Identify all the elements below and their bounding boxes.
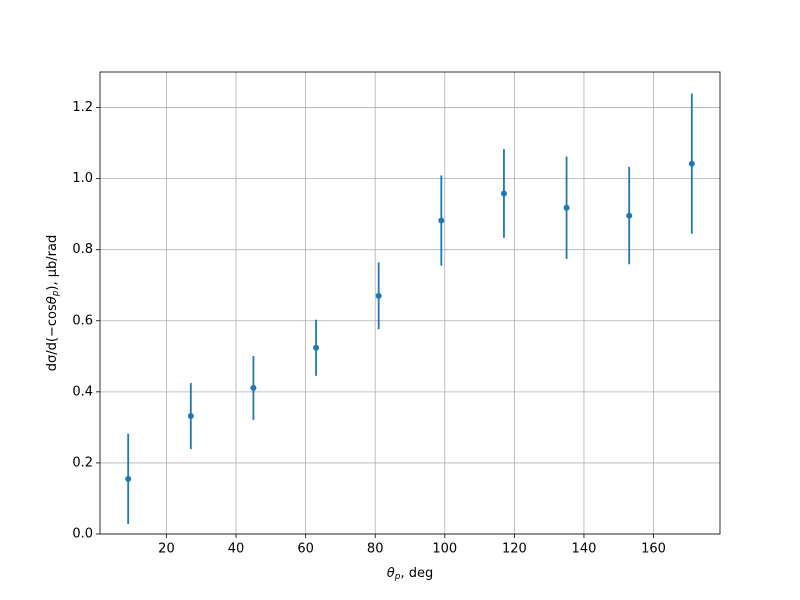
x-tick-label: 40 xyxy=(228,542,245,557)
y-label-symbol: θ xyxy=(45,296,60,304)
y-tick-label: 1.2 xyxy=(72,100,93,115)
y-label-subscript: p xyxy=(51,290,61,297)
data-point xyxy=(626,212,633,219)
data-point xyxy=(250,384,257,391)
x-axis-label: θp, deg xyxy=(387,566,433,582)
y-label-prefix: dσ/d(−cos xyxy=(45,304,60,371)
y-tick-label: 0.8 xyxy=(72,242,93,257)
data-point xyxy=(187,413,194,420)
y-tick-label: 0.2 xyxy=(72,455,93,470)
x-label-symbol: θ xyxy=(387,566,395,581)
y-tick-label: 0.4 xyxy=(72,384,93,399)
x-tick-label: 20 xyxy=(158,542,175,557)
x-label-subscript: p xyxy=(394,572,401,582)
data-point xyxy=(500,190,507,197)
plot-frame xyxy=(99,71,721,535)
data-point xyxy=(438,217,445,224)
x-label-text: , deg xyxy=(400,566,433,581)
x-tick-label: 160 xyxy=(641,542,666,557)
y-tick-label: 1.0 xyxy=(72,171,93,186)
x-tick-label: 120 xyxy=(502,542,527,557)
y-label-text: ), μb/rad xyxy=(45,235,60,291)
data-point xyxy=(125,475,132,482)
data-point xyxy=(375,292,382,299)
y-axis-label: dσ/d(−cosθp), μb/rad xyxy=(45,235,61,371)
x-tick-label: 100 xyxy=(432,542,457,557)
data-point xyxy=(313,344,320,351)
data-point xyxy=(688,160,695,167)
x-tick-label: 60 xyxy=(297,542,314,557)
y-tick-label: 0.0 xyxy=(72,527,93,542)
x-tick-label: 140 xyxy=(572,542,597,557)
y-tick-label: 0.6 xyxy=(72,313,93,328)
x-tick-label: 80 xyxy=(367,542,384,557)
data-point xyxy=(563,204,570,211)
